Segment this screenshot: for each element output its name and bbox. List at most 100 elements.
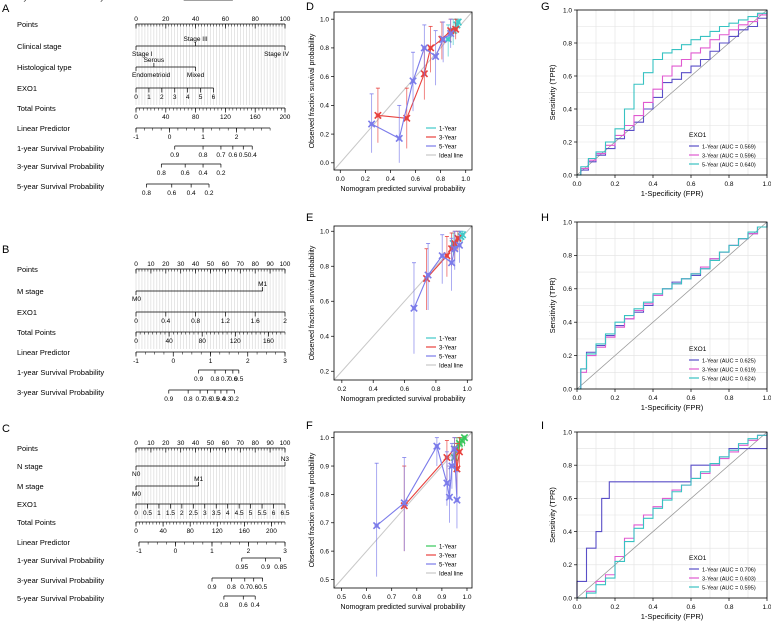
nomogram-tick-label: -1 bbox=[133, 358, 139, 365]
y-axis-tick-label: 1.0 bbox=[563, 429, 572, 436]
nomogram-row-label: Linear Predictor bbox=[17, 538, 70, 547]
roc-plot-frame bbox=[576, 9, 768, 176]
legend-label: 1-Year (AUC = 0.625) bbox=[702, 358, 756, 364]
y-axis-tick-label: 0.8 bbox=[320, 264, 329, 271]
nomogram-tick-label: 0.5 bbox=[258, 584, 267, 591]
nomogram-tick-label: 3 bbox=[173, 94, 177, 101]
y-axis-tick-label: 0.7 bbox=[320, 520, 329, 527]
panel-letter-a: A bbox=[2, 3, 10, 15]
nomogram-row-label: 3-year Survival Probability bbox=[17, 388, 104, 397]
panel-letter-d: D bbox=[306, 1, 314, 13]
nomogram-tick-label: 50 bbox=[207, 261, 215, 268]
calibration-cross-mark bbox=[409, 77, 417, 85]
y-axis-tick-label: 0.2 bbox=[563, 562, 572, 569]
roc-chance-line bbox=[576, 431, 768, 599]
x-axis-tick-label: 0.2 bbox=[610, 395, 619, 402]
nomogram-tick-label: 80 bbox=[252, 16, 260, 23]
calibration-plot-frame bbox=[333, 225, 473, 381]
nomogram-tick-label: 60 bbox=[222, 440, 230, 447]
nomogram-tick-label: 0 bbox=[134, 94, 138, 101]
x-axis-tick-label: 0.0 bbox=[572, 604, 581, 611]
nomogram-tick-label: 0.6 bbox=[239, 602, 248, 609]
nomogram-tick-label: 40 bbox=[192, 16, 200, 23]
y-axis-tick-label: 0.4 bbox=[320, 103, 329, 110]
legend-title: EXO1 bbox=[689, 132, 707, 139]
nomogram-tick-label: 0.7 bbox=[221, 376, 230, 383]
x-axis-tick-label: 1.0 bbox=[762, 395, 771, 402]
y-axis-tick-label: 0.8 bbox=[320, 492, 329, 499]
y-axis-tick-label: 0.0 bbox=[563, 386, 572, 393]
nomogram-row-label: Points bbox=[17, 265, 38, 274]
y-axis-tick-label: 0.6 bbox=[563, 496, 572, 503]
nomogram-tick-label: 0.2 bbox=[216, 170, 225, 177]
legend-label: 5-Year bbox=[439, 144, 456, 150]
calibration-cross-mark bbox=[450, 244, 459, 253]
nomogram-tick-label: 5 bbox=[199, 94, 203, 101]
calibration-series-line bbox=[377, 28, 456, 119]
calibration-cross-mark bbox=[458, 230, 467, 239]
nomogram-tick-label: 200 bbox=[280, 114, 291, 121]
nomogram-row-label: Histological type bbox=[17, 63, 72, 72]
roc-curve bbox=[577, 432, 768, 599]
nomogram-row-label: 1-year Survival Probability bbox=[17, 368, 104, 377]
panel-letter-e: E bbox=[306, 212, 313, 224]
x-axis-tick-label: 0.0 bbox=[336, 176, 345, 183]
y-axis-tick-label: 1.0 bbox=[563, 7, 572, 14]
legend-label: Ideal line bbox=[439, 153, 464, 159]
nomogram-category-label: Stage IV bbox=[264, 51, 290, 58]
nomogram-tick-label: 0.9 bbox=[261, 564, 270, 571]
panel-letter-g: G bbox=[541, 1, 550, 13]
panel-letter-i: I bbox=[541, 420, 544, 432]
nomogram-row-label: 1-year Survival Probability bbox=[17, 144, 104, 153]
nomogram-tick-label: 40 bbox=[162, 114, 170, 121]
nomogram-tick-label: 0.8 bbox=[191, 318, 200, 325]
y-axis-tick-label: 0.0 bbox=[563, 595, 572, 602]
y-axis-tick-label: 0.4 bbox=[563, 529, 572, 536]
nomogram-tick-label: 10 bbox=[147, 440, 155, 447]
legend-label: 3-Year (AUC = 0.619) bbox=[702, 367, 756, 373]
nomogram-tick-label: 0.5 bbox=[239, 152, 248, 159]
nomogram-tick-label: 0.6 bbox=[228, 152, 237, 159]
calibration-cross-mark bbox=[448, 462, 456, 470]
nomogram-row-label: 5-year Survival Probability bbox=[17, 0, 104, 2]
x-axis-tick-label: 0.6 bbox=[411, 176, 420, 183]
x-axis-tick-label: 0.6 bbox=[686, 604, 695, 611]
nomogram-tick-label: 0.9 bbox=[194, 376, 203, 383]
nomogram-tick-label: 1.6 bbox=[251, 318, 260, 325]
nomogram-tick-label: 0 bbox=[134, 16, 138, 23]
nomogram-row-label: Linear Predictor bbox=[17, 348, 70, 357]
nomogram-tick-label: 20 bbox=[162, 261, 170, 268]
x-axis-tick-label: 0.2 bbox=[610, 181, 619, 188]
x-axis-tick-label: 0.2 bbox=[337, 386, 346, 393]
nomogram-tick-label: 70 bbox=[237, 440, 245, 447]
legend-label: 5-Year (AUC = 0.595) bbox=[702, 585, 756, 591]
nomogram-category-label: M1 bbox=[258, 281, 267, 288]
nomogram-tick-label: 2 bbox=[160, 94, 164, 101]
nomogram-tick-label: 1.2 bbox=[221, 318, 230, 325]
y-axis-title: Sensitivity (TPR) bbox=[548, 64, 557, 120]
nomogram-tick-label: 0.2 bbox=[230, 396, 239, 403]
x-axis-tick-label: 0.6 bbox=[686, 395, 695, 402]
nomogram-tick-label: 0.2 bbox=[204, 190, 213, 197]
y-axis-tick-label: 0.0 bbox=[563, 172, 572, 179]
nomogram-category-label: N3 bbox=[281, 456, 290, 463]
nomogram-row-label: EXO1 bbox=[17, 500, 37, 509]
x-axis-tick-label: 0.4 bbox=[648, 395, 657, 402]
calibration-cross-mark bbox=[439, 35, 447, 44]
nomogram-tick-label: 0.4 bbox=[216, 396, 225, 403]
legend-label: 5-Year (AUC = 0.640) bbox=[702, 162, 756, 168]
nomogram-tick-label: 0.5 bbox=[234, 376, 243, 383]
nomogram-tick-label: 40 bbox=[192, 261, 200, 268]
nomogram-tick-label: 50 bbox=[207, 440, 215, 447]
nomogram-row-label: EXO1 bbox=[17, 308, 37, 317]
calibration-plot-frame bbox=[333, 431, 473, 589]
x-axis-tick-label: 0.7 bbox=[387, 594, 396, 601]
nomogram-row-label: Clinical stage bbox=[17, 42, 62, 51]
nomogram-tick-label: 80 bbox=[252, 261, 260, 268]
x-axis-tick-label: 0.4 bbox=[648, 604, 657, 611]
calibration-plot-frame bbox=[333, 11, 473, 171]
nomogram-category-label: Serous bbox=[144, 57, 165, 64]
legend-label: 5-Year bbox=[439, 354, 456, 360]
nomogram-tick-label: 40 bbox=[165, 338, 173, 345]
y-axis-title: Observed fraction survival probability bbox=[309, 245, 316, 360]
